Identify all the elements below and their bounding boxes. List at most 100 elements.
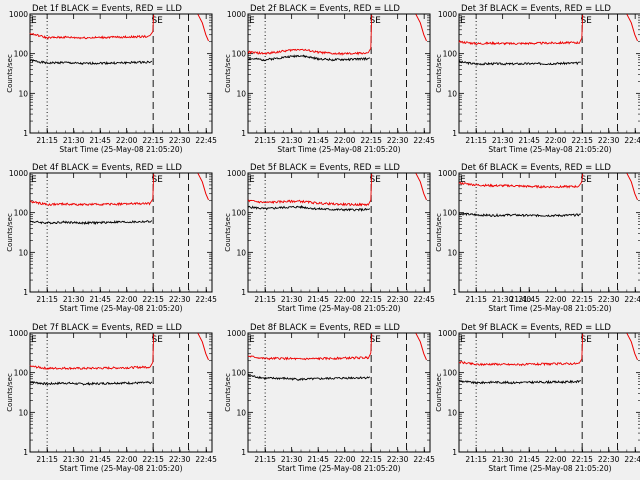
x-tick-label: 22:15 xyxy=(142,455,164,464)
x-axis-label: Start Time (25-May-08 21:05:20) xyxy=(488,464,611,473)
chart-panel-4: Det 4f BLACK = Events, RED = LLD 1 10 100 10… xyxy=(6,163,217,313)
plot-frame xyxy=(29,332,213,453)
x-tick-label: 22:00 xyxy=(545,455,567,464)
chart-panel-1: Det 1f BLACK = Events, RED = LLD 1 10 100 10… xyxy=(6,4,217,154)
se-marker-label: SE xyxy=(580,175,592,185)
x-tick-label: 21:30 xyxy=(492,295,514,304)
x-tick-label: 21:30 xyxy=(492,455,514,464)
y-tick-label: 10 xyxy=(447,408,457,417)
y-axis-label: Counts/sec xyxy=(6,54,14,93)
x-tick-label: 22:15 xyxy=(360,136,382,145)
y-tick-label: 1 xyxy=(241,288,246,297)
chart-title: Det 8f BLACK = Events, RED = LLD xyxy=(250,323,400,333)
chart-panel-3: Det 3f BLACK = Events, RED = LLD 1 10 100 10… xyxy=(435,4,640,154)
y-tick-label: 10 xyxy=(236,248,246,257)
y-tick-label: 100 xyxy=(443,50,458,59)
chart-panel-8: Det 8f BLACK = Events, RED = LLD 1 10 100 10… xyxy=(224,323,435,473)
x-tick-label: 21:45 xyxy=(89,295,111,304)
x-tick-label: 21:30 xyxy=(492,136,514,145)
x-tick-label: 21:15 xyxy=(254,136,276,145)
x-tick-label: 22:15 xyxy=(142,136,164,145)
x-tick-label: 22:30 xyxy=(169,136,191,145)
chart-panel-2: Det 2f BLACK = Events, RED = LLD 1 10 100 10… xyxy=(224,4,435,154)
chart-title: Det 3f BLACK = Events, RED = LLD xyxy=(461,4,611,14)
x-tick-label: 21:15 xyxy=(36,136,58,145)
se-marker-label: SE xyxy=(580,335,592,345)
x-axis-label: Start Time (25-May-08 21:05:20) xyxy=(277,464,400,473)
x-tick-label: 21:30 xyxy=(281,295,303,304)
e-marker-label: E xyxy=(249,175,255,185)
x-tick-label: 22:45 xyxy=(624,295,640,304)
x-tick-label: 22:45 xyxy=(413,455,435,464)
y-tick-label: 1 xyxy=(452,288,457,297)
lld-series-line xyxy=(415,333,427,361)
x-tick-label: 21:15 xyxy=(465,295,487,304)
x-axis-label: Start Time (25-May-08 21:05:20) xyxy=(59,464,182,473)
events-series-line xyxy=(29,58,153,66)
y-tick-label: 100 xyxy=(14,50,29,59)
e-marker-label: E xyxy=(31,335,37,345)
x-tick-label: 22:15 xyxy=(360,455,382,464)
x-tick-label: 21:45 xyxy=(518,295,540,304)
lld-series-line xyxy=(415,173,427,201)
y-tick-label: 10 xyxy=(18,89,28,98)
y-axis-label: Counts/sec xyxy=(224,54,232,93)
chart-title: Det 9f BLACK = Events, RED = LLD xyxy=(461,323,611,333)
se-marker-label: SE xyxy=(151,16,163,26)
lld-series-line xyxy=(197,333,209,361)
y-tick-label: 1 xyxy=(452,129,457,138)
e-marker-label: E xyxy=(249,335,255,345)
se-marker-label: SE xyxy=(580,16,592,26)
lld-series-line xyxy=(247,173,373,207)
y-tick-label: 10 xyxy=(18,408,28,417)
chart-panel-5: Det 5f BLACK = Events, RED = LLD 1 10 100 10… xyxy=(224,163,435,313)
y-tick-label: 1 xyxy=(241,129,246,138)
x-tick-label: 22:15 xyxy=(571,295,593,304)
x-axis-label: Start Time (25-May-08 21:05:20) xyxy=(59,145,182,154)
e-marker-label: E xyxy=(460,175,466,185)
se-marker-label: SE xyxy=(151,335,163,345)
plot-frame xyxy=(247,332,431,453)
chart-panel-6: Det 6f BLACK = Events, RED = LLD 1 10 100 10… xyxy=(435,163,640,313)
y-axis-label: Counts/sec xyxy=(6,213,14,252)
x-tick-label: 22:45 xyxy=(195,136,217,145)
x-tick-label: 22:15 xyxy=(142,295,164,304)
y-tick-label: 1 xyxy=(452,448,457,457)
chart-panel-7: Det 7f BLACK = Events, RED = LLD 1 10 100 10… xyxy=(6,323,217,473)
y-tick-label: 1 xyxy=(23,129,28,138)
y-tick-label: 100 xyxy=(232,209,247,218)
y-axis-label: Counts/sec xyxy=(224,373,232,412)
x-tick-label: 21:15 xyxy=(36,455,58,464)
events-series-line xyxy=(247,54,371,62)
x-tick-label: 22:15 xyxy=(571,455,593,464)
events-series-line xyxy=(29,380,153,386)
x-tick-label: 21:45 xyxy=(89,455,111,464)
events-series-line xyxy=(247,204,371,212)
x-tick-label: 21:45 xyxy=(307,136,329,145)
chart-title: Det 6f BLACK = Events, RED = LLD xyxy=(461,163,611,173)
x-tick-label: 22:00 xyxy=(334,295,356,304)
y-tick-label: 1000 xyxy=(438,169,457,178)
x-tick-label: 22:30 xyxy=(169,295,191,304)
y-tick-label: 1000 xyxy=(227,10,246,19)
plot-frame xyxy=(29,13,213,134)
events-series-line xyxy=(247,373,371,382)
x-tick-label: 22:30 xyxy=(169,455,191,464)
lld-series-line xyxy=(29,333,155,371)
y-tick-label: 10 xyxy=(236,408,246,417)
x-tick-label: 21:40 xyxy=(510,295,532,304)
e-marker-label: E xyxy=(249,16,255,26)
x-tick-label: 21:45 xyxy=(307,295,329,304)
e-marker-label: E xyxy=(31,16,37,26)
y-tick-label: 1 xyxy=(23,288,28,297)
y-tick-label: 1000 xyxy=(438,10,457,19)
chart-title: Det 1f BLACK = Events, RED = LLD xyxy=(32,4,182,14)
events-series-line xyxy=(458,212,581,218)
y-tick-label: 1000 xyxy=(227,329,246,338)
x-tick-label: 22:00 xyxy=(545,295,567,304)
x-tick-label: 21:15 xyxy=(465,136,487,145)
x-tick-label: 21:15 xyxy=(254,295,276,304)
x-tick-label: 22:00 xyxy=(334,136,356,145)
x-tick-label: 22:30 xyxy=(387,136,409,145)
